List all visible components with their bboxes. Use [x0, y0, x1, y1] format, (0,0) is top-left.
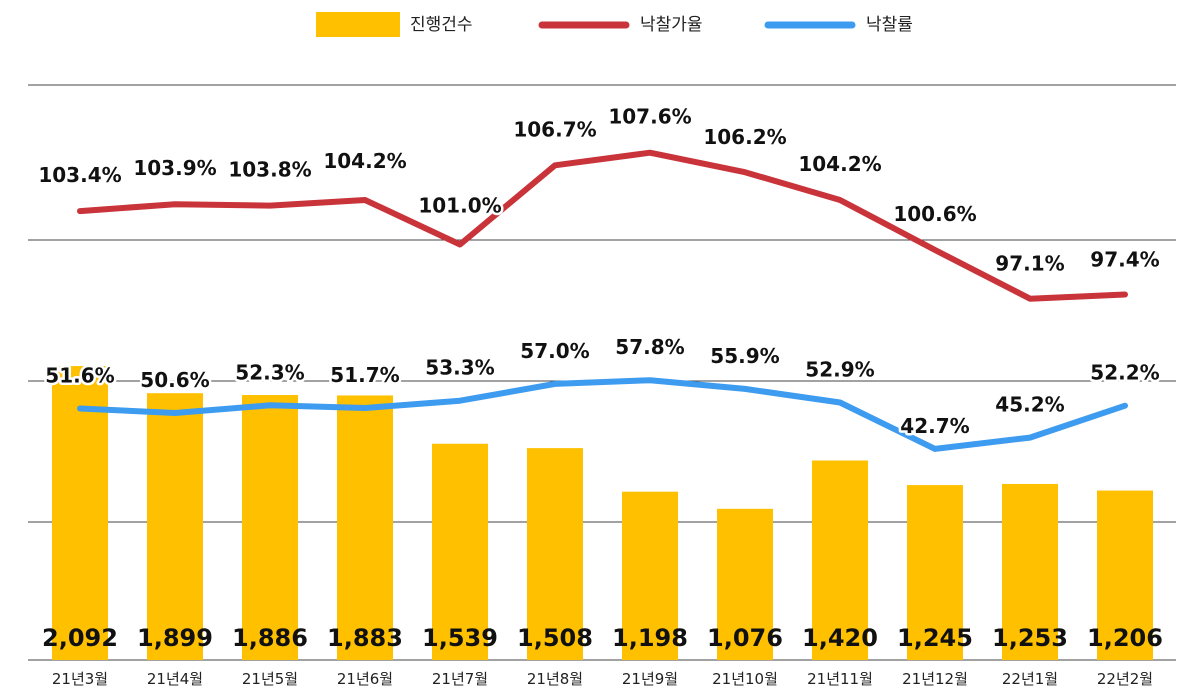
count-label-21년5월: 1,886: [232, 624, 308, 652]
rate-label-22년1월: 97.1%: [995, 252, 1064, 276]
rate-label-21년12월: 100.6%: [893, 202, 976, 226]
count-label-21년12월: 1,245: [897, 624, 973, 652]
x-tick-21년4월: 21년4월: [147, 670, 203, 688]
legend-label-win: 낙찰률: [866, 15, 913, 35]
count-label-21년10월: 1,076: [707, 624, 783, 652]
x-axis-ticks: 21년3월 21년4월 21년5월 21년6월 21년7월 21년8월 21년9월 21년10…: [52, 670, 1153, 688]
x-tick-21년5월: 21년5월: [242, 670, 298, 688]
bar-21년12월: [907, 485, 963, 660]
x-tick-21년11월: 21년11월: [807, 670, 873, 688]
legend: 진행건수 낙찰가율 낙찰률: [316, 12, 913, 37]
percent-labels: 103.4% 103.9% 103.8% 104.2% 101.0% 106.7% 107.…: [36, 102, 1162, 440]
count-label-21년8월: 1,508: [517, 624, 593, 652]
rate-label-21년3월: 103.4%: [38, 163, 121, 187]
bar-22년1월: [1002, 483, 1058, 660]
rate-label-21년9월: 107.6%: [608, 105, 691, 129]
rate-label-21년5월: 103.8%: [228, 158, 311, 182]
rate-label-21년7월: 101.0%: [418, 193, 501, 217]
x-tick-21년12월: 21년12월: [902, 670, 968, 688]
bar-21년10월: [717, 508, 773, 660]
lines-series: [77, 149, 1128, 452]
bar-21년3월: [52, 366, 108, 660]
count-label-22년1월: 1,253: [992, 624, 1068, 652]
x-tick-22년2월: 22년2월: [1097, 670, 1153, 688]
win-label-21년4월: 50.6%: [140, 368, 209, 392]
x-tick-22년1월: 22년1월: [1002, 670, 1058, 688]
win-label-21년12월: 42.7%: [900, 414, 969, 438]
bar-21년4월: [147, 393, 203, 660]
count-label-21년6월: 1,883: [327, 624, 403, 652]
x-tick-21년8월: 21년8월: [527, 670, 583, 688]
legend-label-rate: 낙찰가율: [640, 15, 703, 35]
win-label-22년1월: 45.2%: [995, 393, 1064, 417]
x-tick-21년6월: 21년6월: [337, 670, 393, 688]
win-label-21년8월: 57.0%: [520, 339, 589, 363]
count-label-21년7월: 1,539: [422, 624, 498, 652]
count-label-21년3월: 2,092: [42, 624, 118, 652]
bar-21년11월: [812, 460, 868, 660]
bars-series: [52, 366, 1153, 660]
legend-label-count: 진행건수: [410, 15, 473, 35]
bar-22년2월: [1097, 490, 1153, 660]
rate-label-21년4월: 103.9%: [133, 156, 216, 180]
rate-label-21년10월: 106.2%: [703, 125, 786, 149]
bar-21년7월: [432, 443, 488, 660]
count-label-21년11월: 1,420: [802, 624, 878, 652]
x-tick-21년3월: 21년3월: [52, 670, 108, 688]
count-label-21년4월: 1,899: [137, 624, 213, 652]
win-label-21년7월: 53.3%: [425, 356, 494, 380]
bar-21년5월: [242, 395, 298, 660]
bar-21년9월: [622, 491, 678, 660]
count-label-22년2월: 1,206: [1087, 624, 1163, 652]
bar-21년6월: [337, 395, 393, 660]
rate-label-22년2월: 97.4%: [1090, 248, 1159, 272]
count-label-21년9월: 1,198: [612, 624, 688, 652]
bar-21년8월: [527, 448, 583, 660]
win-label-21년3월: 51.6%: [45, 363, 114, 387]
x-tick-21년9월: 21년9월: [622, 670, 678, 688]
win-label-21년9월: 57.8%: [615, 335, 684, 359]
line-rate: [77, 149, 1128, 302]
legend-swatch-bar: [316, 12, 400, 37]
rate-label-21년8월: 106.7%: [513, 117, 596, 141]
win-label-21년10월: 55.9%: [710, 344, 779, 368]
win-label-22년2월: 52.2%: [1090, 361, 1159, 385]
x-tick-21년10월: 21년10월: [712, 670, 778, 688]
line-win: [77, 377, 1128, 452]
rate-label-21년6월: 104.2%: [323, 149, 406, 173]
count-labels: 2,092 1,899 1,886 1,883 1,539 1,508 1,198 1,076…: [42, 624, 1163, 652]
win-label-21년6월: 51.7%: [330, 363, 399, 387]
x-tick-21년7월: 21년7월: [432, 670, 488, 688]
win-label-21년5월: 52.3%: [235, 360, 304, 384]
rate-label-21년11월: 104.2%: [798, 152, 881, 176]
win-label-21년11월: 52.9%: [805, 358, 874, 382]
